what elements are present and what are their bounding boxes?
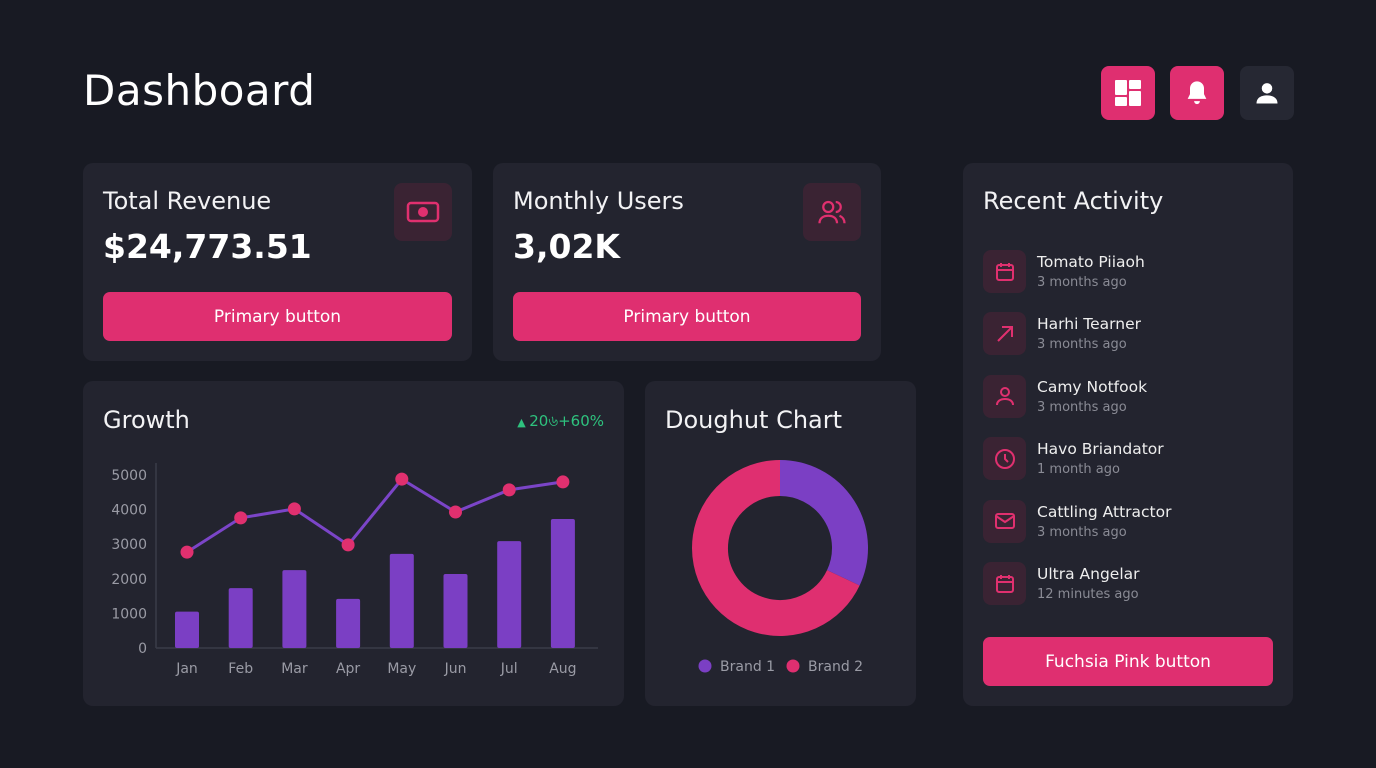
bar <box>497 541 522 648</box>
revenue-value: $24,773.51 <box>103 227 312 266</box>
legend-label: Brand 1 <box>720 659 775 675</box>
legend-label: Brand 2 <box>808 659 863 675</box>
line-point <box>341 538 355 552</box>
money-icon <box>394 183 452 241</box>
x-tick-label: Jan <box>175 661 198 677</box>
y-tick-label: 1000 <box>111 606 147 622</box>
activity-time: 12 minutes ago <box>1037 587 1139 602</box>
mail-icon <box>983 499 1026 543</box>
activity-time: 3 months ago <box>1037 275 1127 290</box>
card-label: Total Revenue <box>103 187 272 215</box>
primary-button[interactable]: Primary button <box>513 292 861 341</box>
bar <box>336 598 361 648</box>
activity-name: Cattling Attractor <box>1037 502 1172 521</box>
users-icon <box>803 183 861 241</box>
x-tick-label: Jun <box>444 661 467 677</box>
dashboard-icon <box>1115 80 1141 106</box>
doughnut-chart: Brand 1 Brand 2 <box>692 460 868 675</box>
activity-name: Harhi Tearner <box>1037 315 1142 334</box>
bar <box>228 588 253 648</box>
x-tick-label: Aug <box>549 661 576 677</box>
user-icon <box>983 374 1026 418</box>
y-tick-label: 0 <box>138 641 147 657</box>
doughnut-title: Doughut Chart <box>665 406 843 434</box>
x-tick-label: Mar <box>281 661 308 677</box>
activity-item[interactable]: Camy Notfook 3 months ago <box>983 374 1273 421</box>
dashboard-button[interactable] <box>1101 66 1155 120</box>
trend-up-icon: ▲ <box>517 416 530 429</box>
x-tick-label: Jul <box>500 661 518 677</box>
recent-activity-card: Recent Activity Tomato Piiaoh 3 months a… <box>963 163 1293 706</box>
notifications-button[interactable] <box>1170 66 1224 120</box>
line-point <box>234 511 248 525</box>
activity-item[interactable]: Cattling Attractor 3 months ago <box>983 499 1273 546</box>
activity-item[interactable]: Havo Briandator 1 month ago <box>983 437 1273 483</box>
clock-icon <box>983 437 1026 481</box>
activity-title: Recent Activity <box>983 187 1164 215</box>
growth-title: Growth <box>103 406 190 434</box>
activity-time: 3 months ago <box>1037 524 1127 540</box>
bar <box>550 518 575 648</box>
growth-badge-text: 20৬+60% <box>529 412 604 430</box>
bell-icon <box>1187 81 1207 105</box>
arrow-up-right-icon <box>983 312 1026 356</box>
activity-item[interactable]: Tomato Piiaoh 3 months ago <box>983 250 1273 296</box>
profile-button[interactable] <box>1240 66 1294 120</box>
x-tick-label: Feb <box>228 661 253 677</box>
calendar-icon <box>983 250 1026 293</box>
users-value: 3,02K <box>513 227 620 266</box>
activity-name: Ultra Angelar <box>1037 565 1140 583</box>
line-point <box>449 505 462 519</box>
calendar-icon <box>983 562 1026 605</box>
page-title: Dashboard <box>83 66 316 115</box>
y-tick-label: 5000 <box>111 468 147 484</box>
primary-button[interactable]: Primary button <box>103 292 452 341</box>
doughnut-slice <box>779 460 868 586</box>
growth-chart: 0 1000 2000 3000 4000 5000 Jan Feb Mar Apr May Jun J… <box>111 463 598 677</box>
activity-item[interactable]: Ultra Angelar 12 minutes ago <box>983 562 1273 608</box>
bar <box>443 573 468 648</box>
y-tick-label: 3000 <box>111 537 147 553</box>
x-tick-label: May <box>387 661 416 677</box>
y-tick-label: 2000 <box>111 572 147 588</box>
line-point <box>180 545 194 559</box>
line-point <box>556 475 570 489</box>
line-point <box>287 502 301 516</box>
line-point <box>502 483 516 497</box>
bar <box>175 611 199 648</box>
activity-name: Tomato Piiaoh <box>1037 253 1145 271</box>
line-series <box>186 477 564 554</box>
doughnut-slice <box>692 460 860 636</box>
activity-time: 1 month ago <box>1037 462 1120 478</box>
user-icon <box>1256 83 1278 104</box>
x-tick-label: Apr <box>336 661 360 677</box>
line-point <box>395 472 409 486</box>
fuchsia-pink-button[interactable]: Fuchsia Pink button <box>983 637 1273 686</box>
total-revenue-card: Total Revenue $24,773.51 Primary button <box>83 163 472 361</box>
card-label: Monthly Users <box>513 187 684 215</box>
legend-marker <box>698 659 712 673</box>
activity-name: Camy Notfook <box>1037 377 1148 396</box>
bar <box>389 553 414 648</box>
activity-name: Havo Briandator <box>1037 440 1164 459</box>
growth-card: Growth ▲ 20৬+60% 0 1000 2000 3000 4000 5000 Ja… <box>83 381 624 706</box>
legend-marker <box>786 659 800 673</box>
activity-time: 3 months ago <box>1037 399 1127 415</box>
bar <box>282 570 307 648</box>
activity-time: 3 months ago <box>1037 337 1127 353</box>
y-tick-label: 4000 <box>111 503 147 519</box>
doughnut-card: Doughut Chart Brand 1 Brand 2 <box>645 381 916 706</box>
growth-badge: ▲ 20৬+60% <box>517 410 604 435</box>
monthly-users-card: Monthly Users 3,02K Primary button <box>493 163 881 361</box>
activity-item[interactable]: Harhi Tearner 3 months ago <box>983 312 1273 358</box>
